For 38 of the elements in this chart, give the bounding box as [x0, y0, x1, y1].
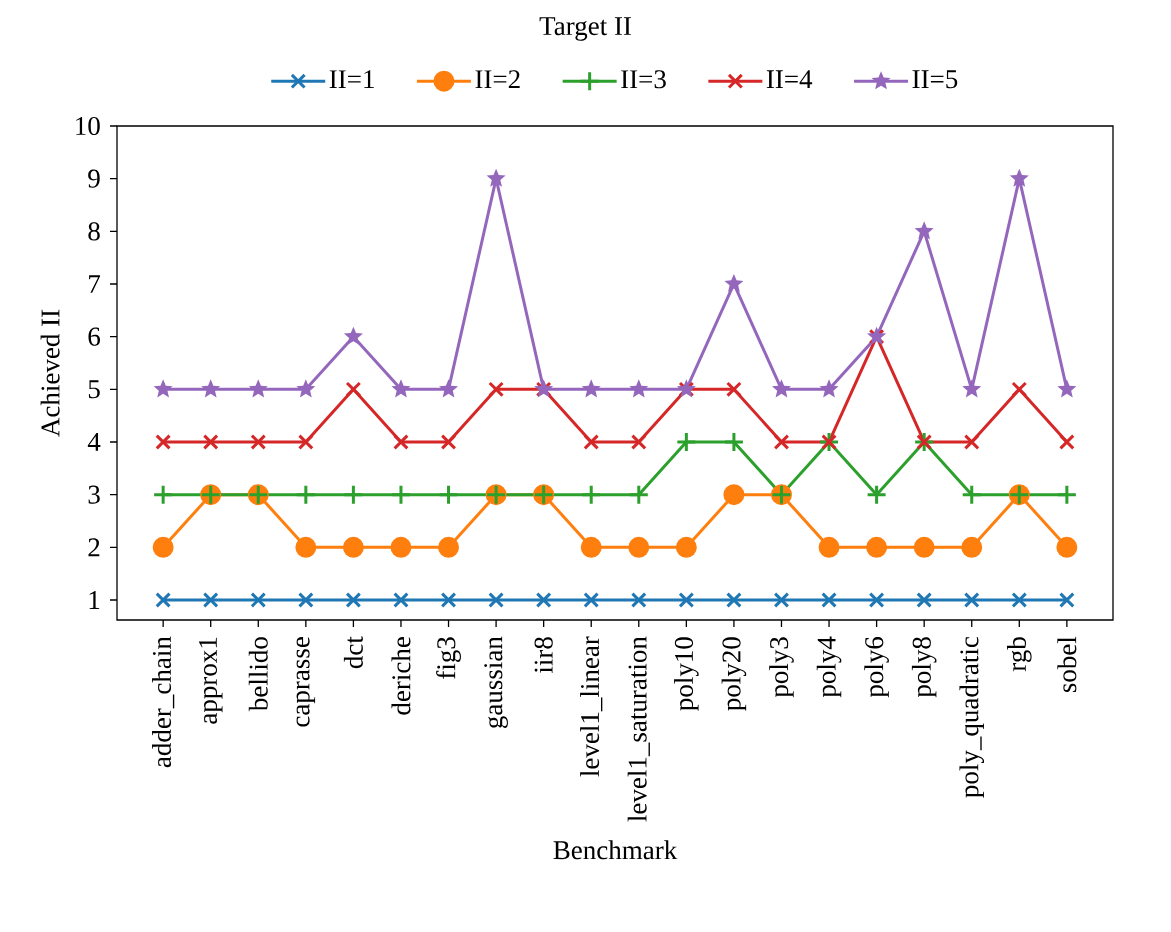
y-tick-label: 9 — [88, 169, 100, 188]
legend-title: Target II — [539, 17, 631, 41]
legend-label: II=3 — [621, 70, 666, 89]
y-tick-label: 7 — [89, 275, 101, 293]
y-tick-label: 2 — [88, 538, 100, 557]
x-tick-label: rgb — [1007, 637, 1032, 672]
x-tick-label: bellido — [248, 637, 268, 712]
x-tick-label: adder_chain — [152, 636, 175, 768]
x-tick-label: poly20 — [721, 637, 747, 711]
x-tick-label: level1_linear — [580, 636, 603, 777]
y-tick-label: 5 — [88, 380, 100, 399]
y-tick-label: 10 — [76, 116, 100, 136]
x-tick-label: poly_quadratic — [959, 637, 985, 798]
legend-label: II=5 — [912, 70, 958, 89]
x-tick-label: approx1 — [198, 637, 223, 724]
y-tick-label: 3 — [88, 485, 100, 504]
x-tick-label: gaussian — [484, 636, 508, 729]
x-tick-label: poly6 — [864, 636, 889, 698]
y-axis-title: Achieved II — [40, 309, 60, 437]
x-tick-label: iir8 — [534, 637, 553, 674]
x-tick-label: level1_saturation — [627, 636, 650, 822]
x-tick-label: sobel — [1057, 636, 1077, 693]
legend-label: II=2 — [475, 70, 520, 89]
x-tick-label: poly4 — [816, 636, 842, 698]
x-axis-title: Benchmark — [553, 840, 678, 860]
y-tick-label: 4 — [87, 433, 101, 451]
y-tick-label: 1 — [89, 591, 100, 609]
x-tick-label: poly8 — [911, 637, 937, 698]
legend-label: II=1 — [329, 70, 374, 89]
x-tick-label: poly10 — [674, 637, 699, 711]
x-tick-label: dct — [343, 636, 363, 669]
x-tick-label: fig3 — [436, 637, 461, 679]
y-tick-label: 6 — [88, 327, 101, 346]
x-tick-label: caprasse — [296, 637, 316, 727]
legend-label: II=4 — [766, 70, 813, 89]
x-tick-label: poly3 — [769, 637, 794, 698]
y-tick-label: 8 — [88, 222, 100, 241]
x-tick-label: deriche — [391, 637, 411, 715]
